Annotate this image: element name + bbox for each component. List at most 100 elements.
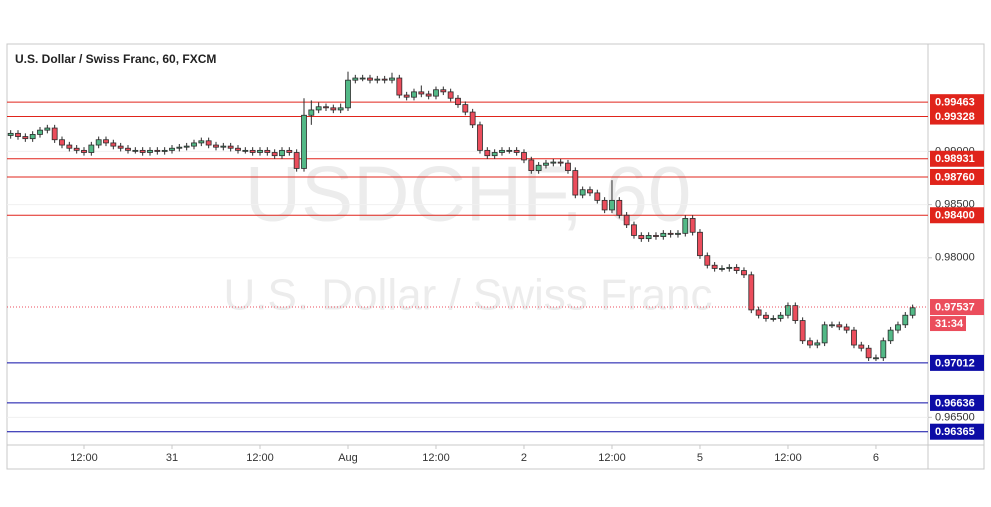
candle-body [396,77,403,96]
y-tick-label: 0.98000 [935,252,975,264]
candle-body [807,340,813,346]
candle-body [88,144,95,153]
candle-body [191,142,197,147]
candle-body [462,104,469,113]
level-label: 0.96636 [935,397,975,409]
candle-body [653,235,659,237]
candle-body [22,136,29,140]
candle-body [535,164,542,171]
level-badge [930,108,984,125]
candle-body [15,132,21,137]
candle-body [689,218,696,233]
candle-body [873,357,879,360]
x-tick-label: Aug [338,452,358,464]
candle-body [887,329,894,342]
candle-body [623,214,630,226]
level-label: 0.99463 [935,97,975,109]
candle-body [323,106,329,109]
candle-body [154,149,161,152]
candle-body [418,91,425,95]
candle-body [601,199,608,211]
candle-body [858,344,865,349]
candle-body [491,152,498,157]
candle-body [330,107,337,111]
countdown-badge [930,316,966,332]
candle-body [748,274,755,311]
candle-body [425,93,432,97]
x-tick-label: 12:00 [70,452,98,464]
candle-body [609,199,615,211]
candle-body [799,320,806,342]
candle-body [557,161,564,164]
candle-body [367,77,373,81]
candle-body [521,152,527,161]
candle-body [682,218,689,234]
level-label: 0.98400 [935,210,975,222]
level-badge [930,94,984,111]
candle-body [169,147,175,151]
candle-body [902,314,909,326]
candle-body [139,149,146,153]
level-badge [930,150,984,167]
x-tick-label: 12:00 [246,452,274,464]
x-tick-label: 12:00 [598,452,626,464]
candle-body [469,111,476,126]
candle-body [359,77,366,80]
candle-body [433,89,439,97]
candle-body [792,305,799,321]
candle-body [550,161,557,164]
candle-body [506,149,513,152]
candle-body [44,127,51,131]
candle-body [176,146,183,149]
candle-body [616,199,623,216]
candle-body [631,224,637,236]
candle-body [389,77,395,81]
last-price-badge [930,299,984,316]
candle-body [675,232,681,235]
candle-body [51,127,58,141]
candle-body [726,266,733,269]
candle-body [638,235,645,240]
candle-body [337,107,344,111]
x-tick-label: 12:00 [422,452,450,464]
candle-body [220,145,227,148]
candle-body [851,329,857,346]
level-badge [930,207,984,224]
x-tick-label: 6 [873,452,879,464]
candle-body [7,132,14,136]
candle-body [257,149,263,153]
candle-body [411,91,417,98]
candle-body [733,266,740,271]
candle-body [477,124,483,151]
candle-body [110,142,117,147]
candle-body [73,147,80,151]
candle-body [594,192,601,201]
candle-body [697,231,703,257]
candle-body [579,189,586,196]
candle-body [103,139,109,144]
candle-body [117,145,124,149]
candle-body [755,309,762,316]
candle-body [814,342,821,346]
candle-body [763,314,769,319]
candle-body [895,324,901,331]
chart-frame [6,43,985,470]
candle-body [704,255,711,266]
candle-body [645,235,652,240]
candle-body [29,134,36,140]
candle-body [286,149,293,153]
candle-body [667,232,674,235]
candle-body [125,147,131,151]
candle-body [352,77,359,81]
candle-body [543,162,549,166]
candle-body [95,139,102,146]
candle-body [205,140,212,146]
candle-body [271,152,278,157]
level-label: 0.96365 [935,426,975,438]
watermark-subtitle: U.S. Dollar / Swiss Franc [224,271,713,320]
candle-body [374,78,381,81]
candle-body [249,149,256,153]
candle-body [66,144,73,149]
x-tick-label: 2 [521,452,527,464]
y-tick-label: 0.96500 [935,411,975,423]
